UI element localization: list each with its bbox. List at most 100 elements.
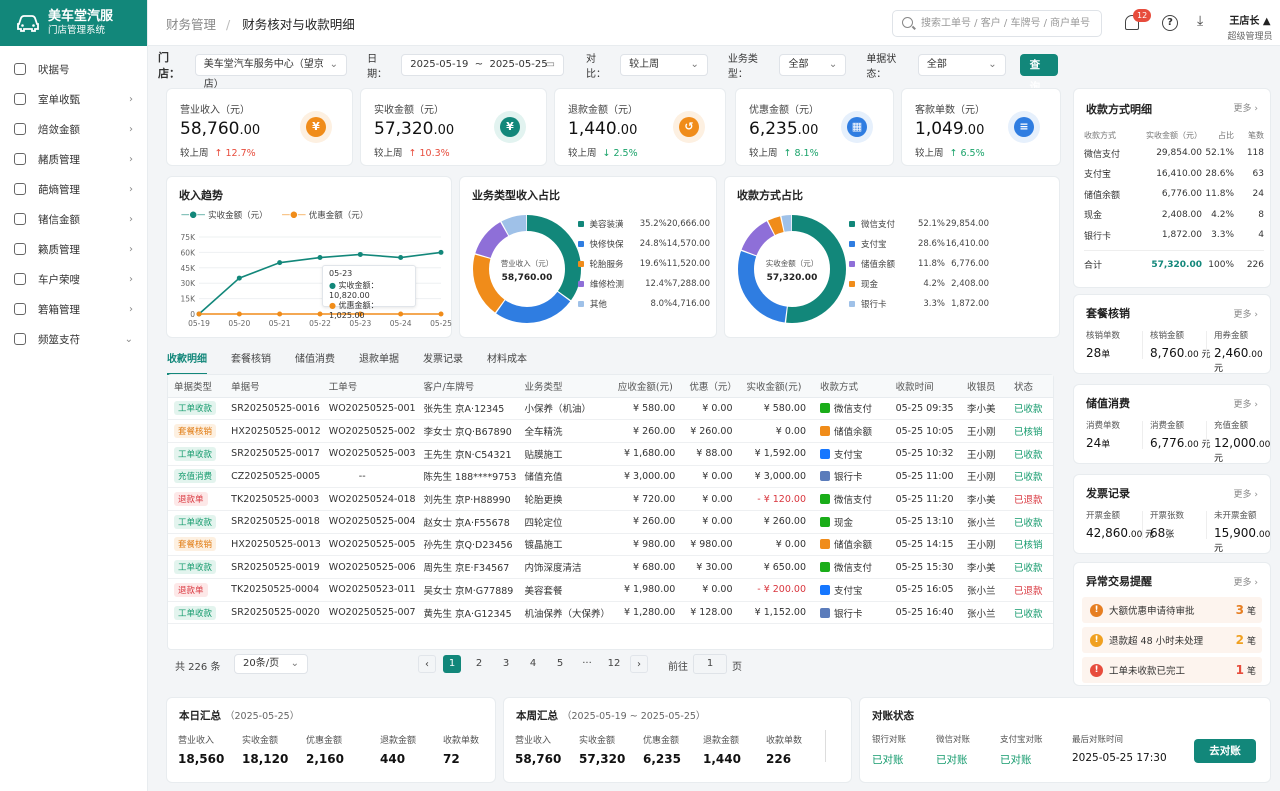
compare-select[interactable]: 较上周 ⌄ <box>620 54 708 76</box>
table-row[interactable]: 工单收款 SR20250525-0017 WO20250525-003 王先生 京N·… <box>168 442 1053 466</box>
sidebar-item[interactable]: 赭质管理 › <box>0 144 147 174</box>
biz-type-donut[interactable]: 营业收入（元） 58,760.00 <box>467 209 587 329</box>
more-link[interactable]: 更多 › <box>1233 400 1258 410</box>
breadcrumb-parent[interactable]: 财务管理 <box>166 17 217 32</box>
tab-3[interactable]: 退款单据 <box>359 354 399 365</box>
tab-5[interactable]: 材料成本 <box>487 354 527 365</box>
data-point[interactable] <box>236 275 242 281</box>
biz-type-select[interactable]: 全部 ⌄ <box>779 54 847 76</box>
page-button[interactable]: 3 <box>502 658 510 669</box>
user-menu[interactable]: 王店长 ▲ 超级管理员 <box>1220 12 1280 42</box>
data-point[interactable] <box>277 260 283 266</box>
table-row[interactable]: 退款单 TK20250525-0004 WO20250523-011 吴女士 京M·G… <box>168 578 1053 602</box>
summary-label: 退款金额 <box>380 736 417 746</box>
donut-slice[interactable] <box>473 215 581 323</box>
date-range-picker[interactable]: 2025-05-19 ~ 2025-05-25 ▭ <box>401 54 564 76</box>
store-select[interactable]: 美车堂汽车服务中心（望京店） ⌄ <box>194 54 348 90</box>
sidebar-item[interactable]: 车户荣嗖 › <box>0 264 147 294</box>
status-text[interactable]: 已退款 <box>1013 585 1043 597</box>
go-reconcile-button[interactable]: 去对账 <box>1194 739 1256 763</box>
status-text[interactable]: 已核销 <box>1013 427 1043 439</box>
page-size-select[interactable]: 20条/页 ⌄ <box>234 654 308 674</box>
data-point[interactable] <box>236 311 242 317</box>
tab-2[interactable]: 储值消费 <box>295 354 335 365</box>
more-link[interactable]: 更多 › <box>1233 104 1258 114</box>
more-link[interactable]: 更多 › <box>1233 310 1258 320</box>
data-point[interactable] <box>357 251 363 257</box>
donut-slice[interactable] <box>473 215 581 323</box>
donut-slice[interactable] <box>738 215 846 323</box>
page-button[interactable]: 4 <box>529 658 537 669</box>
goto-input[interactable]: 1 <box>693 654 727 674</box>
next-page-button[interactable]: › <box>630 655 648 673</box>
page-button[interactable]: 1 <box>443 655 461 673</box>
table-row[interactable]: 套餐核销 HX20250525-0013 WO20250525-005 孙先生 京Q·… <box>168 533 1053 557</box>
help-icon[interactable]: ? <box>1162 15 1178 31</box>
kpi-icon: ↺ <box>673 111 705 143</box>
table-row[interactable]: 退款单 TK20250525-0003 WO20250524-018 刘先生 京P·H… <box>168 487 1053 511</box>
tab-1[interactable]: 套餐核销 <box>231 354 271 365</box>
data-point[interactable] <box>357 311 363 317</box>
data-point[interactable] <box>317 255 323 261</box>
status-text[interactable]: 已收款 <box>1013 517 1043 529</box>
sidebar-item[interactable]: 箬箱管理 › <box>0 294 147 324</box>
table-row[interactable]: 工单收款 SR20250525-0019 WO20250525-006 周先生 京E·… <box>168 555 1053 579</box>
status-text[interactable]: 已核销 <box>1013 540 1043 552</box>
search-input[interactable]: 搜索工单号 / 客户 / 车牌号 / 商户单号 <box>892 10 1102 37</box>
page-button[interactable]: 12 <box>607 658 621 669</box>
data-point[interactable] <box>398 255 404 261</box>
bell-icon[interactable] <box>1125 15 1139 30</box>
donut-slice[interactable] <box>738 215 846 323</box>
stored-value-card: 储值消费 更多 › 消费单数 24单 消费金额 6,776.00 元充值金额 12,00… <box>1073 384 1271 464</box>
sidebar-item[interactable]: 葩熵管理 › <box>0 174 147 204</box>
table-row[interactable]: 套餐核销 HX20250525-0012 WO20250525-002 李女士 京Q·… <box>168 419 1053 443</box>
sidebar-item[interactable]: 锗信金额 › <box>0 204 147 234</box>
more-link[interactable]: 更多 › <box>1233 578 1258 588</box>
pay-detail-header: 收款方式 实收金额（元） 占比 笔数 <box>1084 127 1264 143</box>
page-button[interactable]: 5 <box>556 658 564 669</box>
data-point[interactable] <box>398 311 404 317</box>
sidebar-item[interactable]: 频筮支苻 ⌄ <box>0 324 147 354</box>
page-button[interactable]: ··· <box>582 658 592 669</box>
data-point[interactable] <box>438 249 444 255</box>
data-point[interactable] <box>196 311 202 317</box>
table-row[interactable]: 工单收款 SR20250525-0016 WO20250525-001 张先生 京A·… <box>168 397 1053 421</box>
query-button[interactable]: 查询 <box>1019 54 1058 93</box>
status-text[interactable]: 已收款 <box>1013 472 1043 484</box>
page-button[interactable]: 2 <box>475 658 483 669</box>
sidebar-item[interactable]: 吠据号 <box>0 54 147 84</box>
prev-page-button[interactable]: ‹ <box>418 655 436 673</box>
table-row[interactable]: 工单收款 SR20250525-0020 WO20250525-007 黄先生 京A·… <box>168 601 1053 625</box>
status-select[interactable]: 全部 ⌄ <box>917 54 1006 76</box>
more-link[interactable]: 更多 › <box>1233 490 1258 500</box>
data-point[interactable] <box>317 311 323 317</box>
download-icon[interactable]: ⤓ <box>1197 13 1204 29</box>
tab-4[interactable]: 发票记录 <box>423 354 463 365</box>
status-text[interactable]: 已收款 <box>1013 449 1043 461</box>
status-text[interactable]: 已退款 <box>1013 495 1043 507</box>
sidebar-item[interactable]: 籁质管理 › <box>0 234 147 264</box>
page-size-value: 20条/页 <box>243 658 280 669</box>
table-row[interactable]: 充值消费 CZ20250525-0005 -- 陈先生 188****9753 储值充值… <box>168 465 1053 489</box>
sidebar-item[interactable]: 室单收甄 › <box>0 84 147 114</box>
table-row[interactable]: 工单收款 SR20250525-0018 WO20250525-004 赵女士 京A·… <box>168 510 1053 534</box>
kpi-int: 6,235 <box>749 119 798 139</box>
alert-item[interactable]: ! 工单未收款已完工 1 笔 <box>1082 657 1262 683</box>
status-text[interactable]: 已收款 <box>1013 404 1043 416</box>
sidebar-item[interactable]: 焙敛金额 › <box>0 114 147 144</box>
table-cell: 05-25 16:05 <box>889 578 962 602</box>
donut-slice[interactable] <box>473 215 581 323</box>
status-text[interactable]: 已收款 <box>1013 608 1043 620</box>
summary-value: 58,760 <box>515 752 562 766</box>
alert-item[interactable]: ! 退款超 48 小时未处理 2 笔 <box>1082 627 1262 653</box>
status-text[interactable]: 已收款 <box>1013 563 1043 575</box>
data-point[interactable] <box>438 311 444 317</box>
pay-method-donut[interactable]: 实收金额（元） 57,320.00 <box>732 209 852 329</box>
brand[interactable]: 美车堂汽服 门店管理系统 <box>0 0 147 46</box>
tab-0[interactable]: 收款明细 <box>167 350 207 375</box>
y-tick-label: 60K <box>181 248 197 257</box>
alert-item[interactable]: ! 大额优惠申请待审批 3 笔 <box>1082 597 1262 623</box>
data-point[interactable] <box>277 311 283 317</box>
